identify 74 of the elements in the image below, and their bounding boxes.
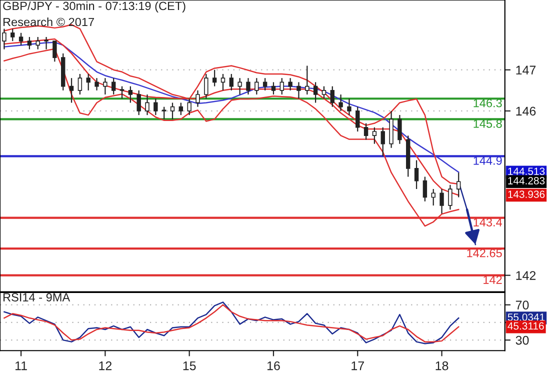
candlestick xyxy=(456,172,461,198)
candlestick xyxy=(296,82,301,100)
candlestick xyxy=(338,94,343,112)
candlestick xyxy=(313,82,318,104)
candlestick xyxy=(220,73,226,91)
candlestick xyxy=(398,114,402,144)
candlestick xyxy=(196,90,200,108)
candlestick xyxy=(322,86,326,100)
candlestick xyxy=(262,78,268,91)
candlestick xyxy=(78,73,82,96)
candlestick xyxy=(364,122,368,140)
candlestick xyxy=(212,69,217,87)
candlestick xyxy=(27,36,32,50)
candlestick xyxy=(414,160,419,190)
candlestick xyxy=(204,73,208,100)
candlestick xyxy=(280,78,284,96)
y-tick-label: 30 xyxy=(516,336,529,345)
candlestick xyxy=(2,28,6,50)
line-series xyxy=(4,42,460,173)
ref-line-label: 144.9 xyxy=(474,156,502,165)
candlestick xyxy=(347,98,352,116)
text: Research © 2017 xyxy=(3,18,94,26)
text: 144.513 xyxy=(508,168,545,175)
x-tick-label: 15 xyxy=(183,362,196,370)
candlestick xyxy=(238,78,242,96)
chart-title: RSI14 - 9MA xyxy=(3,293,70,302)
candlestick xyxy=(128,86,133,104)
ref-line-label: 142 xyxy=(484,276,502,284)
x-tick-label: 18 xyxy=(436,361,448,370)
text: 143.936 xyxy=(508,190,545,198)
candlestick xyxy=(246,78,250,96)
candlestick xyxy=(288,78,292,91)
candlestick xyxy=(44,36,48,50)
candlestick xyxy=(120,86,124,100)
y-tick-label: 70 xyxy=(516,300,529,310)
candlestick xyxy=(86,73,90,91)
candlestick xyxy=(440,188,444,214)
candlestick xyxy=(448,184,452,210)
candlestick xyxy=(229,73,234,91)
candlestick xyxy=(305,65,310,96)
x-tick-label: 16 xyxy=(267,361,280,370)
x-tick-label: 11 xyxy=(16,362,27,370)
y-tick-label: 142 xyxy=(516,271,536,280)
chart-title: GBP/JPY - 30min - 07:13:19 (CET) xyxy=(3,1,186,12)
candlestick xyxy=(136,90,141,116)
x-tick-label: 17 xyxy=(352,362,364,370)
candlestick xyxy=(69,78,74,104)
candlestick xyxy=(36,36,40,50)
candlestick xyxy=(372,126,377,144)
candlestick xyxy=(271,82,276,96)
candlestick xyxy=(380,126,385,157)
candlestick xyxy=(254,78,259,96)
candlestick xyxy=(178,102,184,116)
text: 144.283 xyxy=(508,177,545,184)
y-tick-label: 147 xyxy=(516,66,536,74)
candlestick xyxy=(422,176,428,202)
ref-line-label: 143.4 xyxy=(474,218,502,226)
candlestick xyxy=(162,106,166,120)
candlestick xyxy=(94,78,99,91)
candlestick xyxy=(154,98,158,116)
x-tick-label: 12 xyxy=(99,361,112,370)
candlestick xyxy=(111,78,116,96)
candlestick xyxy=(330,86,334,108)
candlestick xyxy=(52,40,57,62)
candlestick xyxy=(103,78,108,96)
text: 45.3116 xyxy=(508,322,544,330)
candlestick xyxy=(18,32,24,46)
candlestick xyxy=(187,98,192,116)
candlestick xyxy=(170,102,175,120)
candlestick xyxy=(10,28,15,42)
y-tick-label: 146 xyxy=(516,106,536,116)
candlestick xyxy=(431,188,436,206)
candlestick xyxy=(356,106,360,132)
candlestick xyxy=(145,94,150,116)
